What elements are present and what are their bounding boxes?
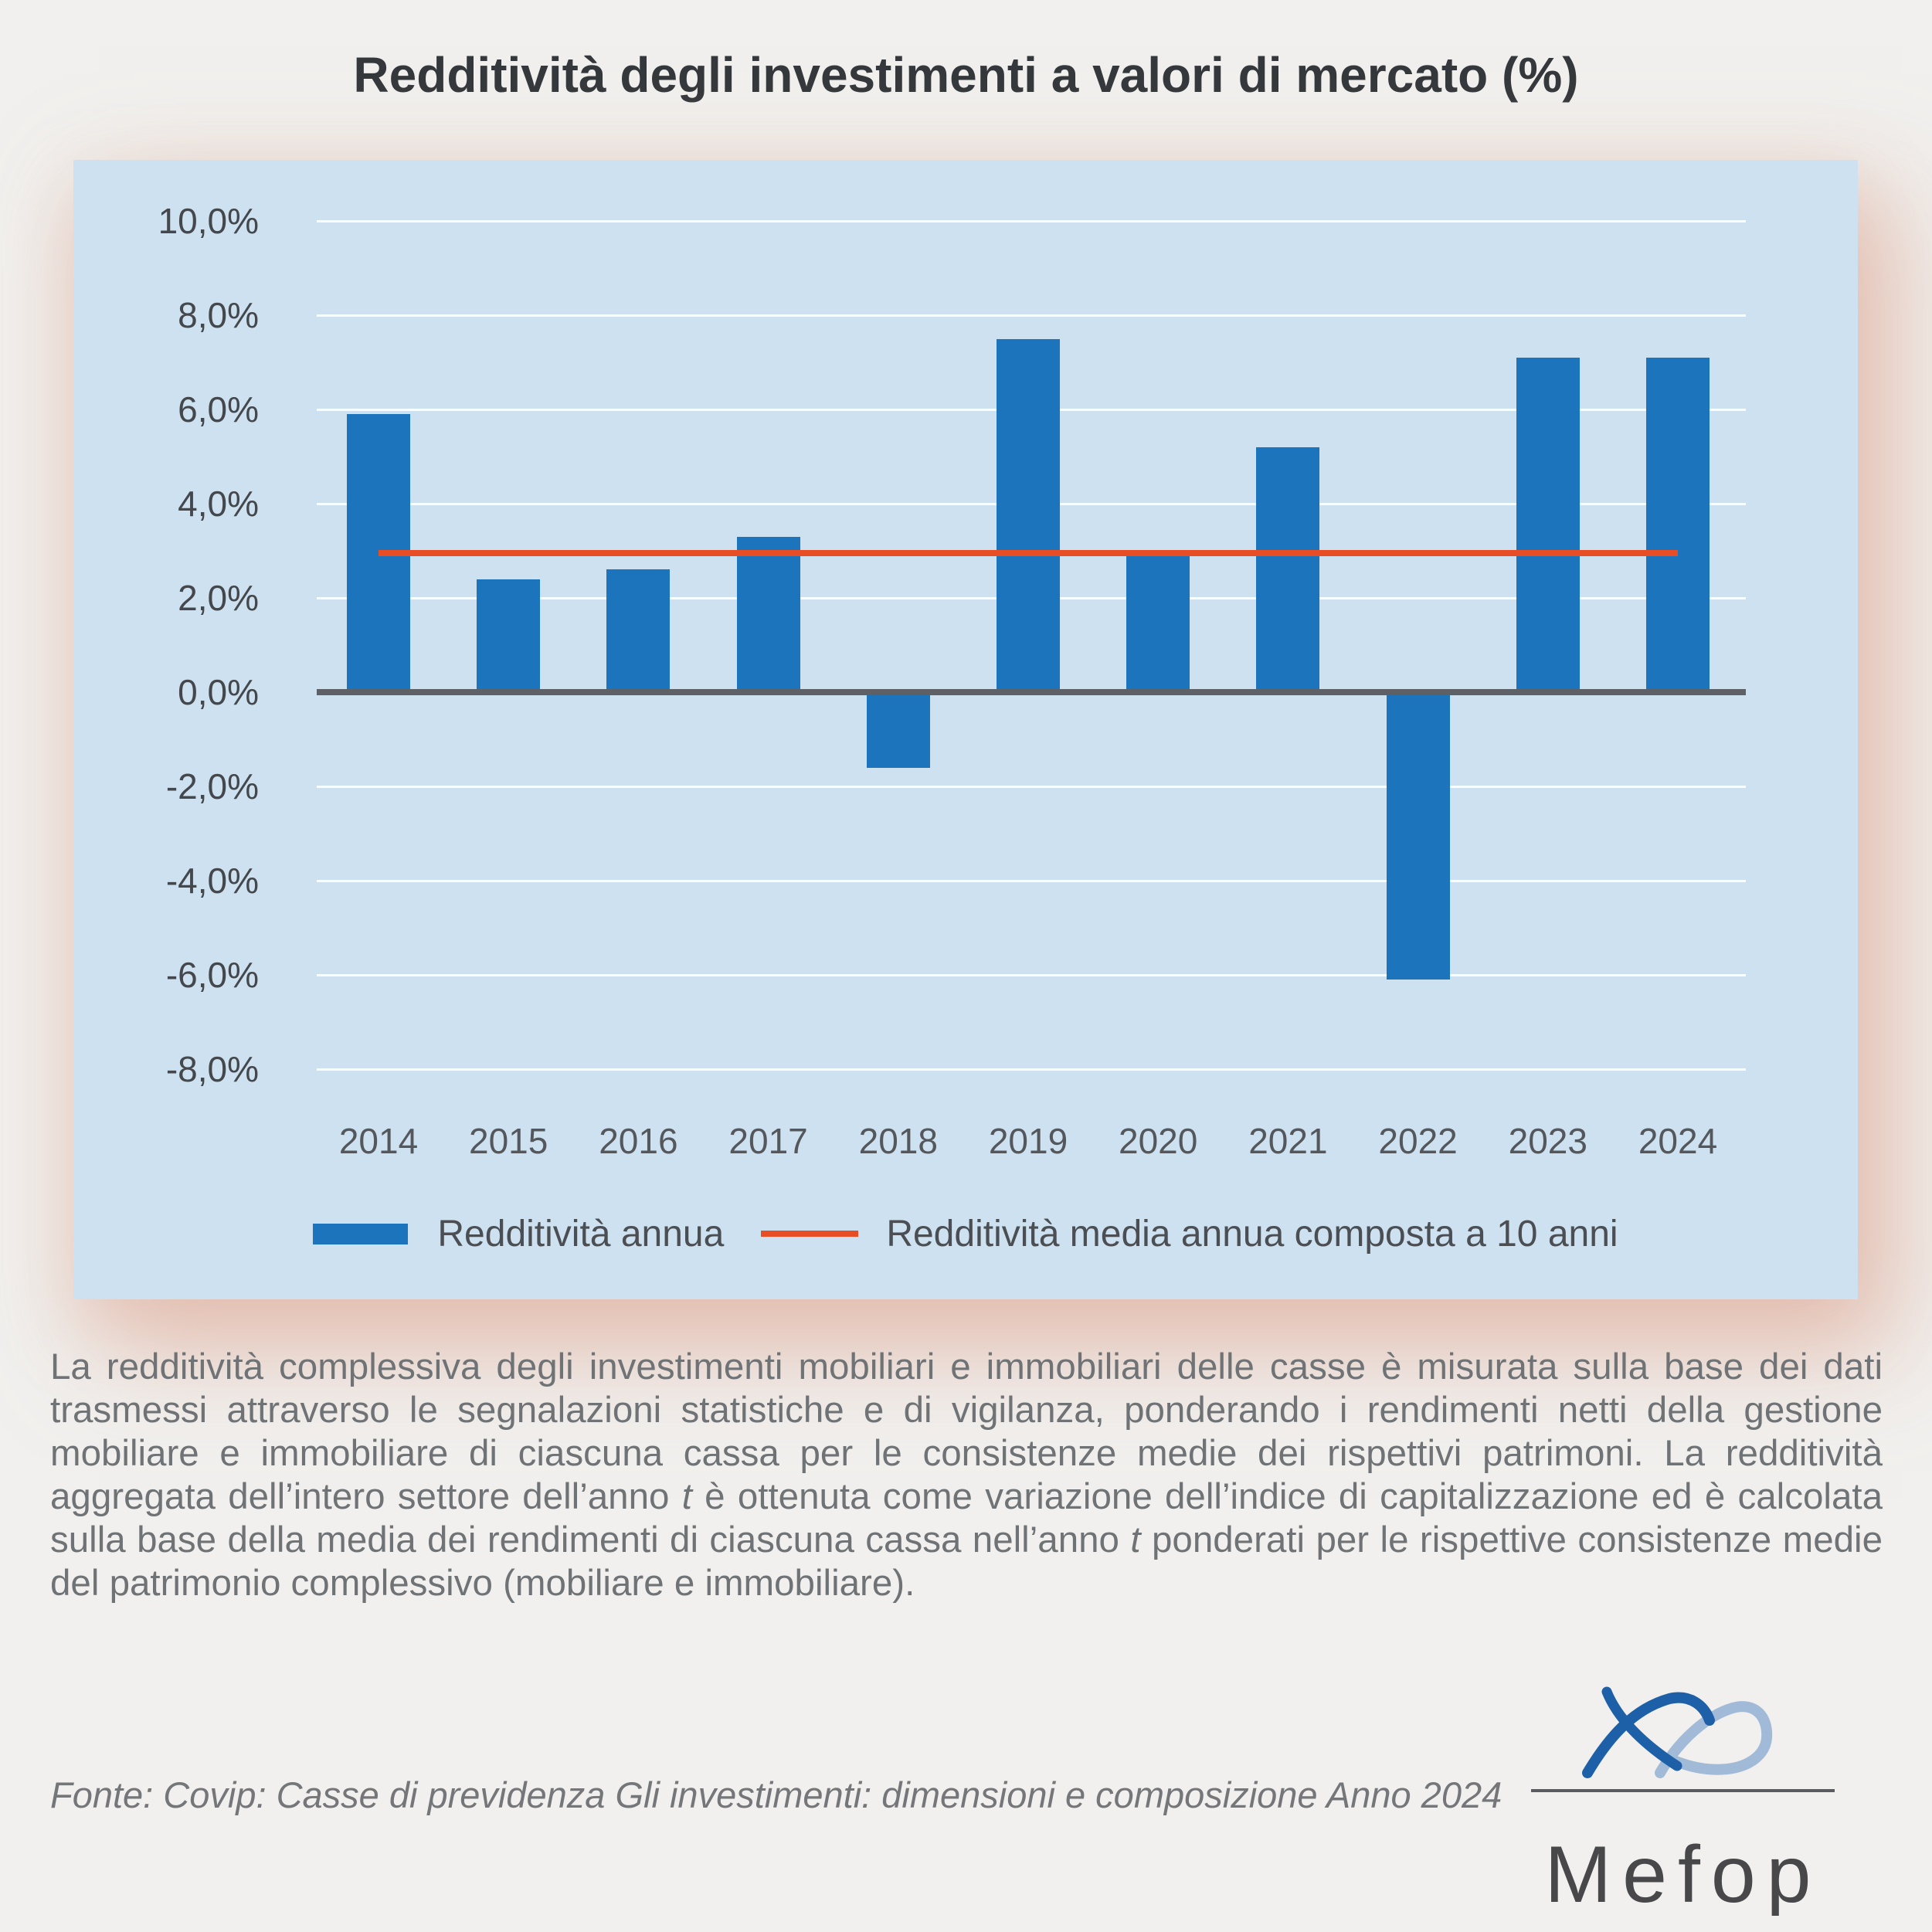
description-segment: ponderati per le rispettive consistenze … [50,1519,1883,1604]
gridline [317,314,1746,317]
x-tick-2018: 2018 [858,1121,938,1161]
mefop-logo: Mefop [1526,1661,1842,1916]
x-tick-2024: 2024 [1638,1121,1718,1161]
bar-2021 [1256,446,1320,692]
y-tick-label: -2,0% [165,766,259,806]
gridline [317,785,1746,788]
zero-axis [317,689,1746,695]
bar-2016 [606,569,671,692]
bar-2015 [477,579,541,692]
x-tick-2014: 2014 [338,1121,419,1161]
x-tick-2023: 2023 [1508,1121,1587,1161]
plot-area: 10,0% 8,0% 6,0% 4,0% 2,0% 0,0% -2,0% -4,0% -6,0%… [73,160,1858,1299]
gridline [317,1068,1746,1071]
x-tick-2022: 2022 [1378,1121,1458,1161]
source-note: Fonte: Covip: Casse di previdenza Gli in… [50,1774,1502,1815]
bar-2024 [1646,357,1710,692]
bar-2018 [866,692,930,768]
description-paragraph: La redditività complessiva degli investi… [50,1346,1883,1605]
description-italic-t: t [681,1476,692,1517]
description-italic-t: t [1130,1519,1141,1560]
x-tick-2015: 2015 [469,1121,548,1161]
legend-line-label: Redditività media annua composta a 10 an… [886,1213,1618,1255]
y-tick-label: 8,0% [178,295,259,335]
description-segment: La redditività complessiva degli investi… [50,1346,1883,1517]
bar-2019 [997,338,1060,692]
legend-line-swatch [761,1231,859,1237]
y-tick-label: 4,0% [178,484,259,524]
mefop-logo-text: Mefop [1544,1830,1822,1916]
gridline [317,973,1746,976]
gridline [317,219,1746,222]
gridline [317,879,1746,882]
logo-swoosh-dark-main [1582,1692,1715,1778]
bar-2020 [1126,555,1190,692]
y-tick-label: 2,0% [178,578,259,618]
x-tick-2017: 2017 [728,1121,808,1161]
average-line [379,550,1678,557]
x-tick-2020: 2020 [1119,1121,1198,1161]
legend-bar-swatch [313,1223,409,1244]
y-tick-label: 10,0% [158,201,259,241]
bar-2023 [1516,357,1580,692]
y-tick-label: -4,0% [165,861,259,901]
mefop-logo-graphic: Mefop [1531,1686,1835,1916]
logo-swoosh-dark-cross [1601,1686,1682,1771]
legend-bar-label: Redditività annua [437,1213,725,1255]
legend: Redditività annua Redditività media annu… [73,1212,1858,1255]
y-tick-label: -8,0% [165,1049,259,1089]
chart-title: Redditività degli investimenti a valori … [353,47,1579,103]
bar-2022 [1386,692,1450,980]
x-tick-2016: 2016 [599,1121,678,1161]
x-tick-2021: 2021 [1248,1121,1328,1161]
description-segment: è ottenuta come variazione dell’indice d… [50,1476,1883,1560]
y-tick-label: 6,0% [178,389,259,430]
y-tick-label: -6,0% [165,955,259,995]
bar-2017 [736,536,800,692]
logo-swoosh-light [1655,1701,1773,1778]
x-tick-2019: 2019 [988,1121,1068,1161]
y-tick-label: 0,0% [178,672,259,712]
chart-panel: 10,0% 8,0% 6,0% 4,0% 2,0% 0,0% -2,0% -4,0% -6,0%… [73,160,1858,1299]
